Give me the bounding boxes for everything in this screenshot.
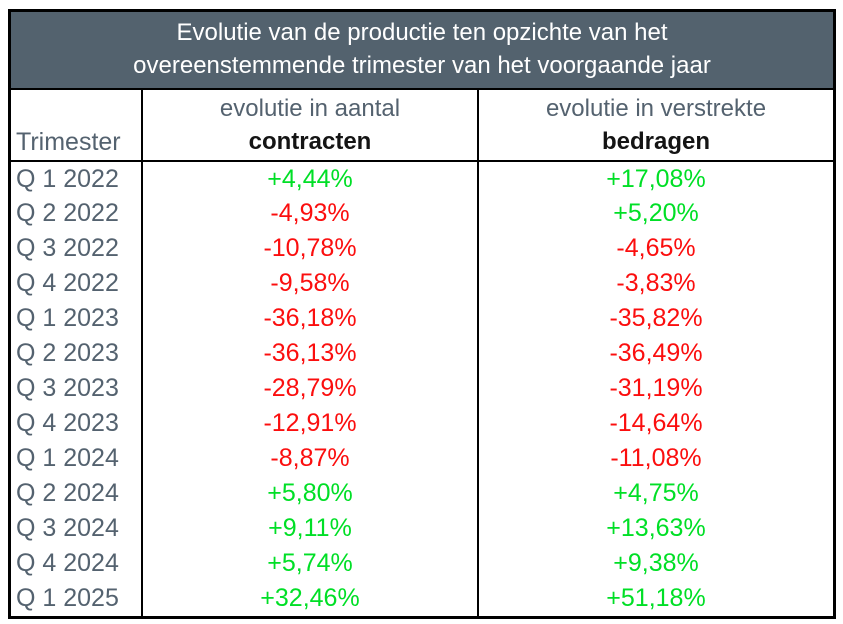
contracts-value: -4,93% xyxy=(141,196,478,231)
table-row: Q 1 2024 -8,87% -11,08% xyxy=(11,441,833,476)
amounts-value: +9,38% xyxy=(477,546,833,581)
quarter-label: Q 2 2023 xyxy=(16,339,119,367)
contracts-value: -9,58% xyxy=(141,266,478,301)
amounts-value: -35,82% xyxy=(477,301,833,336)
table-row: Q 4 2022 -9,58% -3,83% xyxy=(11,266,833,301)
table-row: Q 2 2022 -4,93% +5,20% xyxy=(11,196,833,231)
quarter-label: Q 2 2022 xyxy=(16,199,119,227)
column-header-contracts-subtitle: evolutie in aantal xyxy=(219,95,401,122)
amounts-value: -31,19% xyxy=(477,371,833,406)
table-row: Q 1 2023 -36,18% -35,82% xyxy=(11,301,833,336)
table-row: Q 2 2024 +5,80% +4,75% xyxy=(11,476,833,511)
contracts-value: -36,13% xyxy=(141,336,478,371)
quarter-label: Q 3 2024 xyxy=(16,514,119,542)
table-row: Q 1 2025 +32,46% +51,18% xyxy=(11,581,833,616)
quarter-label: Q 4 2024 xyxy=(16,549,119,577)
contracts-value: +32,46% xyxy=(141,581,478,616)
amounts-value: +51,18% xyxy=(477,581,833,616)
quarter-label: Q 4 2022 xyxy=(16,269,119,297)
table-row: Q 4 2024 +5,74% +9,38% xyxy=(11,546,833,581)
column-header-contracts: evolutie in aantal contracten xyxy=(141,90,478,162)
quarter-label: Q 2 2024 xyxy=(16,479,119,507)
table-title-line1: Evolutie van de productie ten opzichte v… xyxy=(176,19,668,46)
amounts-value: +4,75% xyxy=(477,476,833,511)
column-header-contracts-title: contracten xyxy=(248,128,372,155)
table-row: Q 4 2023 -12,91% -14,64% xyxy=(11,406,833,441)
contracts-value: +5,80% xyxy=(141,476,478,511)
header-row: Trimester evolutie in aantal contracten … xyxy=(11,90,833,162)
production-evolution-table: Evolutie van de productie ten opzichte v… xyxy=(8,9,836,619)
contracts-value: -36,18% xyxy=(141,301,478,336)
table-title: Evolutie van de productie ten opzichte v… xyxy=(11,12,833,90)
contracts-value: -10,78% xyxy=(141,231,478,266)
contracts-value: +4,44% xyxy=(141,161,478,196)
quarter-label: Q 1 2023 xyxy=(16,304,119,332)
amounts-value: +13,63% xyxy=(477,511,833,546)
amounts-value: -11,08% xyxy=(477,441,833,476)
column-header-amounts-subtitle: evolutie in verstrekte xyxy=(545,95,767,122)
table-row: Q 1 2022 +4,44% +17,08% xyxy=(11,161,833,196)
column-header-amounts-title: bedragen xyxy=(601,128,711,155)
amounts-value: +17,08% xyxy=(477,161,833,196)
amounts-value: +5,20% xyxy=(477,196,833,231)
quarter-label: Q 1 2024 xyxy=(16,444,119,472)
amounts-value: -14,64% xyxy=(477,406,833,441)
quarter-label: Q 1 2022 xyxy=(16,164,119,193)
quarter-label: Q 3 2023 xyxy=(16,374,119,402)
table-title-line2: overeenstemmende trimester van het voorg… xyxy=(133,52,711,79)
data-table: Trimester evolutie in aantal contracten … xyxy=(11,90,833,616)
amounts-value: -4,65% xyxy=(477,231,833,266)
table-row: Q 3 2023 -28,79% -31,19% xyxy=(11,371,833,406)
table-row: Q 3 2024 +9,11% +13,63% xyxy=(11,511,833,546)
table-row: Q 3 2022 -10,78% -4,65% xyxy=(11,231,833,266)
quarter-label: Q 3 2022 xyxy=(16,234,119,262)
quarter-label: Q 1 2025 xyxy=(16,584,119,612)
contracts-value: -8,87% xyxy=(141,441,478,476)
amounts-value: -3,83% xyxy=(477,266,833,301)
amounts-value: -36,49% xyxy=(477,336,833,371)
contracts-value: -12,91% xyxy=(141,406,478,441)
column-header-trimester: Trimester xyxy=(11,90,142,162)
quarter-label: Q 4 2023 xyxy=(16,409,119,437)
contracts-value: +5,74% xyxy=(141,546,478,581)
contracts-value: -28,79% xyxy=(141,371,478,406)
column-header-amounts: evolutie in verstrekte bedragen xyxy=(477,90,833,162)
contracts-value: +9,11% xyxy=(141,511,478,546)
table-row: Q 2 2023 -36,13% -36,49% xyxy=(11,336,833,371)
